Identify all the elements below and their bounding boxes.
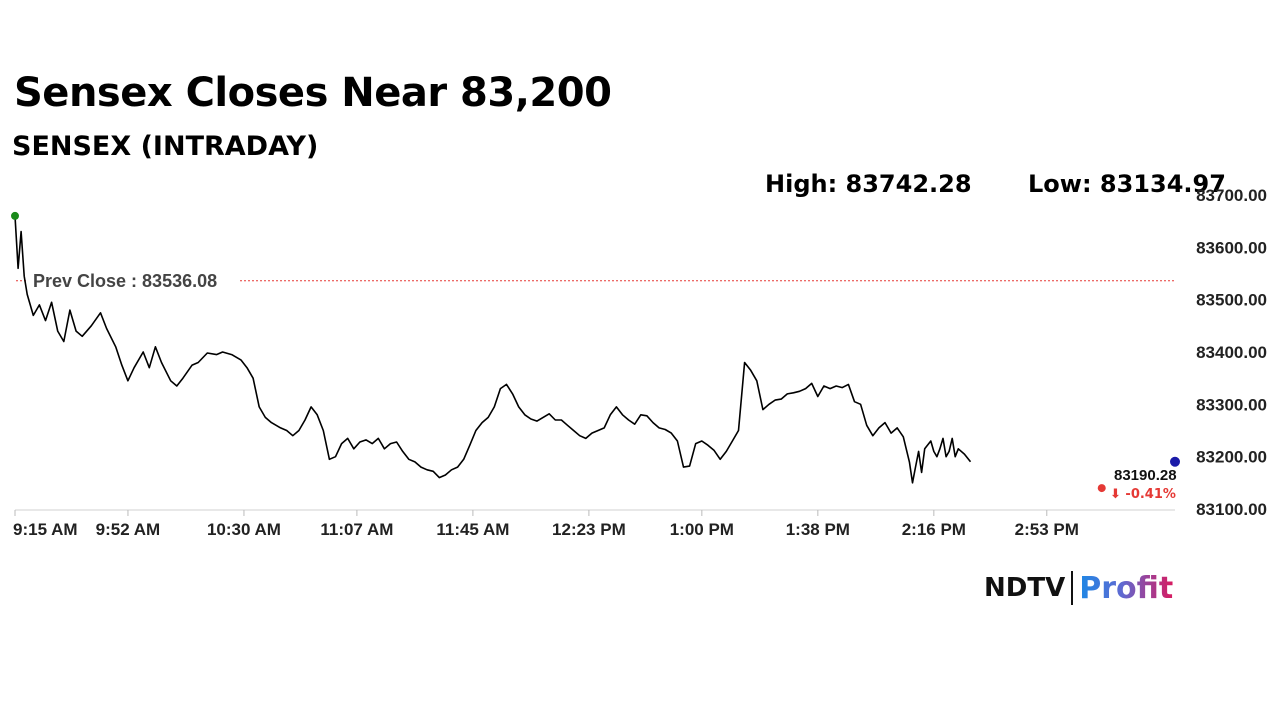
y-tick-label: 83700.00 (1196, 186, 1267, 205)
y-tick-label: 83100.00 (1196, 500, 1267, 519)
prev-close-line: Prev Close : 83536.08 (16, 267, 1176, 291)
last-point-marker (1170, 456, 1180, 467)
y-tick-label: 83400.00 (1196, 343, 1267, 362)
logo-profit-text: Profit (1079, 570, 1174, 606)
low-stat: Low: 83134.97 (1028, 170, 1226, 198)
change-label: ⬇ -0.41% (1110, 487, 1176, 502)
x-tick-label: 9:52 AM (96, 520, 161, 539)
y-tick-label: 83600.00 (1196, 238, 1267, 257)
low-point-marker (1097, 484, 1106, 493)
logo-separator (1071, 571, 1074, 605)
chart-markers: 83190.28 ⬇ -0.41% (11, 211, 1180, 502)
headline: Sensex Closes Near 83,200 (14, 70, 612, 116)
x-tick-label: 1:00 PM (670, 520, 734, 539)
x-tick-label: 2:53 PM (1015, 520, 1079, 539)
price-series (14, 215, 972, 484)
x-tick-label: 12:23 PM (552, 520, 626, 539)
prev-close-label-bg (28, 267, 240, 290)
logo-ndtv-text: NDTV (984, 573, 1066, 603)
x-tick-label: 11:07 AM (320, 520, 393, 539)
y-tick-label: 83200.00 (1196, 448, 1267, 467)
x-tick-label: 2:16 PM (902, 520, 966, 539)
high-stat: High: 83742.28 (765, 170, 972, 198)
x-axis: 9:15 AM 9:52 AM 10:30 AM 11:07 AM 11:45 AM 12… (13, 509, 1175, 539)
prev-close-label: Prev Close : 83536.08 (33, 271, 217, 291)
series-line (14, 215, 972, 484)
x-tick-label: 10:30 AM (207, 520, 281, 539)
y-tick-label: 83500.00 (1196, 291, 1267, 310)
start-point-marker (11, 211, 19, 220)
x-tick-label: 1:38 PM (786, 520, 850, 539)
last-value-label: 83190.28 (1114, 467, 1177, 484)
chart-subtitle: SENSEX (INTRADAY) (12, 131, 319, 162)
x-tick-label: 11:45 AM (436, 520, 509, 539)
y-tick-label: 83300.00 (1196, 395, 1267, 414)
y-axis: 83700.00 83600.00 83500.00 83400.00 83300.00… (1196, 186, 1267, 519)
x-tick-label: 9:15 AM (13, 520, 78, 539)
ndtv-profit-logo: NDTV Profit (984, 568, 1173, 608)
